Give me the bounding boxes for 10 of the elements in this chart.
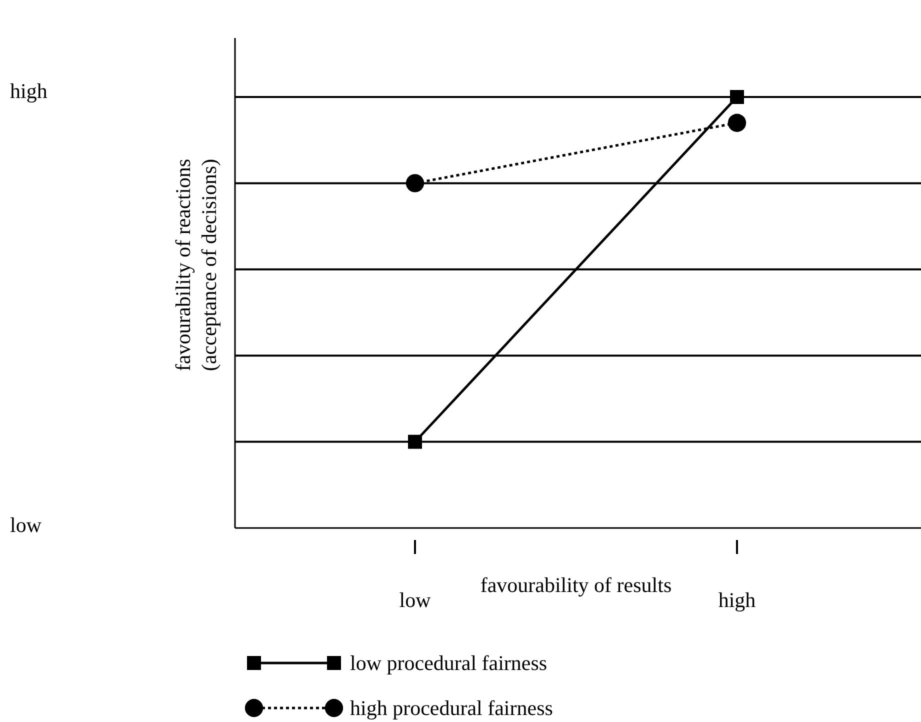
x-axis-title: favourability of results	[480, 573, 672, 597]
legend-label: high procedural fairness	[350, 696, 553, 720]
text: high	[10, 79, 48, 103]
y-axis-title: favourability of reactions (acceptance of decisions)	[171, 158, 221, 372]
legend-label: low procedural fairness	[350, 651, 548, 675]
point	[408, 434, 422, 449]
point	[728, 114, 746, 132]
text: low	[10, 513, 42, 537]
point	[406, 174, 424, 192]
point	[730, 90, 744, 104]
